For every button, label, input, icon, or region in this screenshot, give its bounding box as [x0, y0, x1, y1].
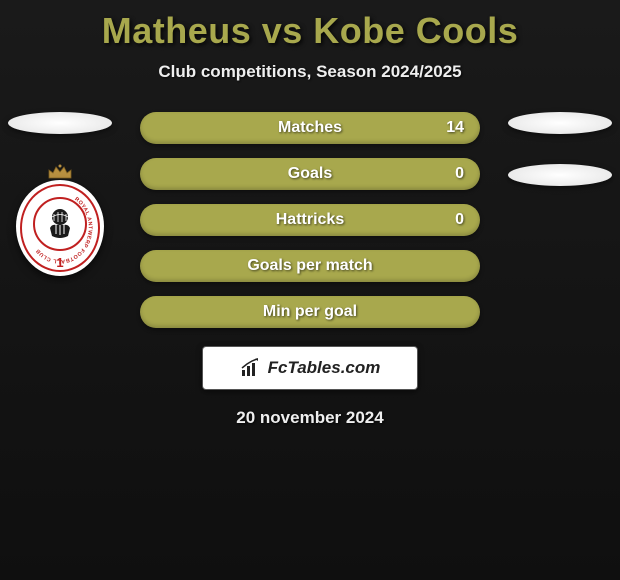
stat-bar-hattricks: Hattricks 0: [140, 204, 480, 236]
shield-inner-circle: [33, 197, 87, 251]
club-crest-left: ROYAL ANTWERP FOOTBALL CLUB 1: [15, 164, 105, 278]
stats-list: Matches 14 Goals 0 Hattricks 0 Goals per…: [140, 112, 480, 328]
crest-number: 1: [56, 255, 63, 270]
left-player-column: ROYAL ANTWERP FOOTBALL CLUB 1: [0, 112, 120, 278]
stat-label: Min per goal: [263, 303, 357, 321]
stat-bar-min-per-goal: Min per goal: [140, 296, 480, 328]
right-player-column: [500, 112, 620, 216]
stat-bar-goals: Goals 0: [140, 158, 480, 190]
date-text: 20 november 2024: [0, 408, 620, 428]
subtitle: Club competitions, Season 2024/2025: [0, 62, 620, 82]
stat-value: 0: [455, 211, 464, 229]
page-title: Matheus vs Kobe Cools: [0, 10, 620, 52]
stat-value: 14: [446, 119, 464, 137]
stat-bar-goals-per-match: Goals per match: [140, 250, 480, 282]
stat-label: Goals per match: [247, 257, 372, 275]
stat-label: Hattricks: [276, 211, 344, 229]
stat-label: Matches: [278, 119, 342, 137]
club-shield: ROYAL ANTWERP FOOTBALL CLUB 1: [16, 180, 104, 276]
brand-text: FcTables.com: [268, 358, 381, 378]
page-container: Matheus vs Kobe Cools Club competitions,…: [0, 0, 620, 428]
stat-value: 0: [455, 165, 464, 183]
crown-icon: [45, 164, 75, 180]
player-photo-placeholder-right-1: [508, 112, 612, 134]
player-photo-placeholder-left: [8, 112, 112, 134]
bar-chart-icon: [240, 358, 262, 378]
brand-link[interactable]: FcTables.com: [202, 346, 418, 390]
main-area: ROYAL ANTWERP FOOTBALL CLUB 1: [0, 112, 620, 328]
hand-ball-icon: [42, 206, 78, 242]
stat-label: Goals: [288, 165, 332, 183]
stat-bar-matches: Matches 14: [140, 112, 480, 144]
player-photo-placeholder-right-2: [508, 164, 612, 186]
